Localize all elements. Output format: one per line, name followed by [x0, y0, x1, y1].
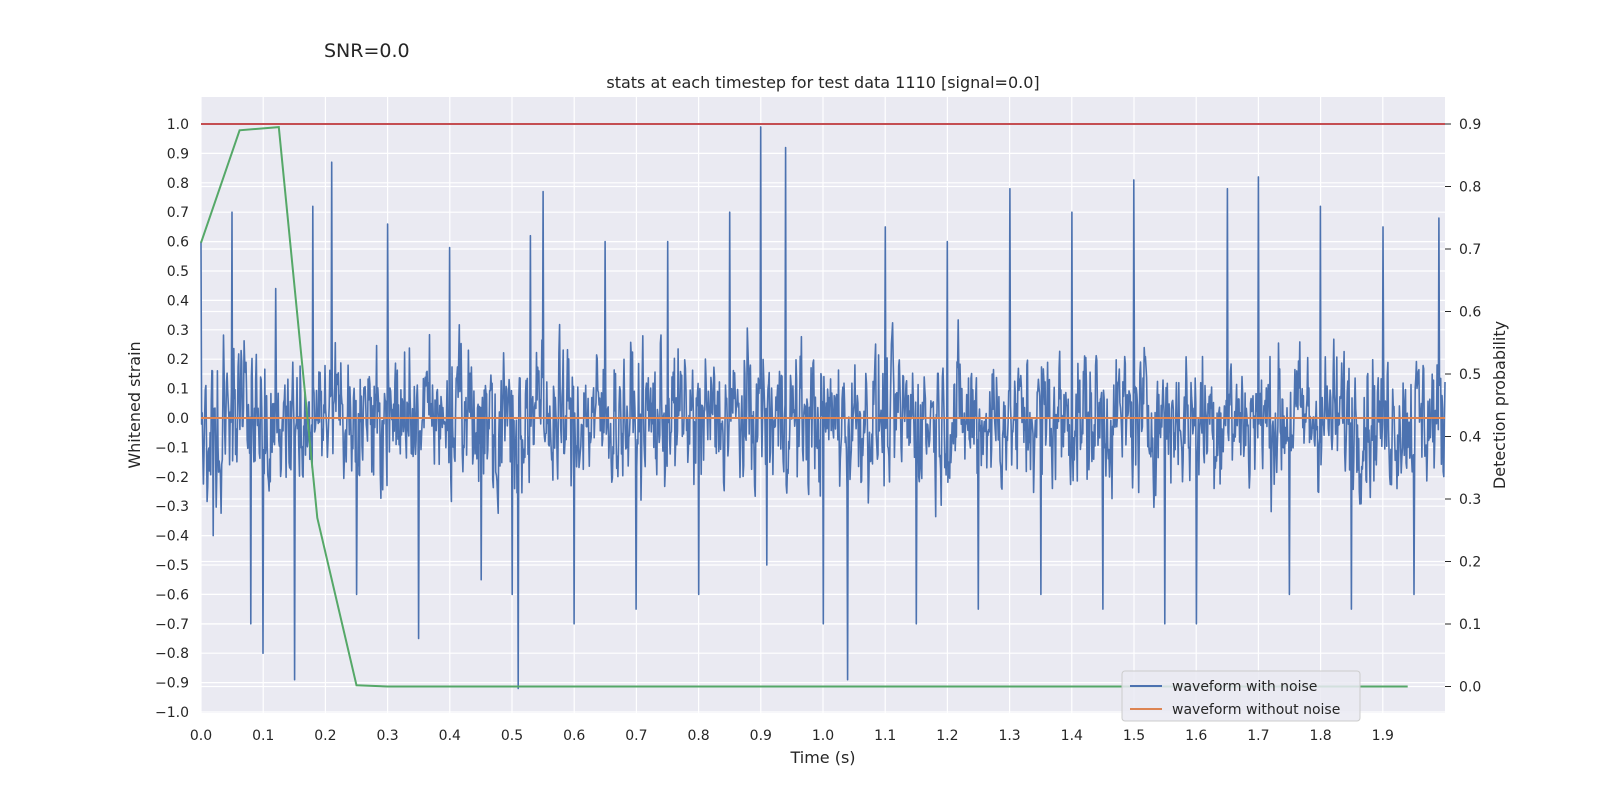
x-tick-label: 1.5 [1123, 728, 1145, 744]
y-tick-label: 0.4 [167, 293, 189, 309]
x-tick-label: 1.9 [1372, 728, 1394, 744]
x-tick-label: 1.2 [936, 728, 958, 744]
x-tick-label: 1.1 [874, 728, 896, 744]
series-line-2 [200, 126, 1408, 688]
y-axis-label: Whitened strain [125, 341, 144, 468]
x-tick-label: 0.9 [750, 728, 772, 744]
x-tick-label: 0.4 [439, 728, 461, 744]
x-axis-label: Time (s) [789, 748, 855, 767]
y2-tick-label: 0.6 [1459, 305, 1481, 321]
y2-tick-labels: 0.9 0.8 0.7 0.6 0.5 0.4 0.3 0.2 0.1 0.0 [1445, 117, 1481, 696]
y-tick-label: −0.6 [155, 587, 189, 603]
x-tick-label: 0.0 [190, 728, 212, 744]
y-tick-label: 0.5 [167, 264, 189, 280]
x-tick-label: 0.8 [687, 728, 709, 744]
y-tick-label: 0.6 [167, 235, 189, 251]
y-tick-label: −1.0 [155, 705, 189, 721]
y-tick-label: 0.9 [167, 146, 189, 162]
series-layer [200, 123, 1445, 688]
chart-title: stats at each timestep for test data 111… [606, 73, 1039, 92]
x-tick-label: 0.7 [625, 728, 647, 744]
noise-trace-layer [200, 126, 1446, 690]
x-tick-label: 0.1 [252, 728, 274, 744]
x-tick-label: 1.7 [1247, 728, 1269, 744]
legend-box [1121, 670, 1361, 722]
y-tick-label: −0.3 [155, 499, 189, 515]
x-tick-label: 1.8 [1309, 728, 1331, 744]
y-tick-labels: 1.0 0.9 0.8 0.7 0.6 0.5 0.4 0.3 0.2 0.1 0.0 −0.1 −0.… [155, 117, 189, 721]
x-tick-label: 1.0 [812, 728, 834, 744]
legend: waveform with noise waveform without nois… [1121, 670, 1361, 722]
y2-tick-label: 0.8 [1459, 180, 1481, 196]
x-tick-label: 1.6 [1185, 728, 1207, 744]
y2-tick-label: 0.1 [1459, 617, 1481, 633]
y2-tick-label: 0.4 [1459, 430, 1481, 446]
y-tick-label: −0.4 [155, 529, 189, 545]
y-tick-label: −0.5 [155, 558, 189, 574]
y-tick-label: 0.7 [167, 205, 189, 221]
figure-suptitle: SNR=0.0 [324, 40, 410, 62]
x-tick-label: 0.5 [501, 728, 523, 744]
y-tick-label: −0.8 [155, 646, 189, 662]
series-waveform-with-noise [200, 126, 1446, 690]
y-tick-label: 0.0 [167, 411, 189, 427]
x-tick-label: 0.2 [314, 728, 336, 744]
x-tick-labels: 0.0 0.1 0.2 0.3 0.4 0.5 0.6 0.7 0.8 0.9 1.0 1.1 1.2 1… [190, 728, 1394, 744]
x-tick-label: 1.4 [1061, 728, 1083, 744]
y2-tick-label: 0.2 [1459, 555, 1481, 571]
y2-tick-label: 0.7 [1459, 242, 1481, 258]
y2-axis-label: Detection probability [1490, 321, 1509, 489]
x-tick-label: 1.3 [998, 728, 1020, 744]
y2-tick-label: 0.0 [1459, 680, 1481, 696]
y-tick-label: 0.8 [167, 176, 189, 192]
y-tick-label: −0.2 [155, 470, 189, 486]
y-tick-label: 1.0 [167, 117, 189, 133]
y2-tick-label: 0.9 [1459, 117, 1481, 133]
y-tick-label: −0.9 [155, 676, 189, 692]
legend-label: waveform with noise [1172, 679, 1317, 695]
y-tick-label: 0.2 [167, 352, 189, 368]
y-tick-label: 0.1 [167, 382, 189, 398]
legend-label: waveform without noise [1172, 702, 1340, 718]
y-tick-label: 0.3 [167, 323, 189, 339]
x-tick-label: 0.6 [563, 728, 585, 744]
y-tick-label: −0.7 [155, 617, 189, 633]
y2-tick-label: 0.5 [1459, 367, 1481, 383]
y-tick-label: −0.1 [155, 440, 189, 456]
x-tick-label: 0.3 [376, 728, 398, 744]
y2-tick-label: 0.3 [1459, 492, 1481, 508]
